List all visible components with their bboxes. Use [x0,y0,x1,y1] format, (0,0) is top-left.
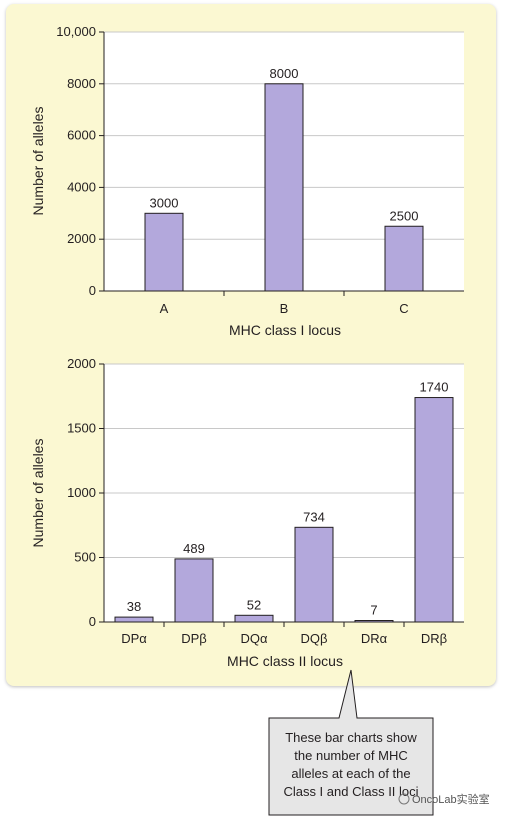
axes: 0 2000 4000 6000 8000 10,000 [56,24,464,298]
bar-C [384,225,424,292]
data-label: 52 [247,597,261,612]
x-axis-title: MHC class II locus [227,653,343,669]
watermark-text: OncoLab实验室 [412,792,490,806]
callout-line-2: the number of MHC [294,748,407,763]
x-tick-label: DQα [240,631,268,646]
data-label: 38 [127,599,141,614]
x-tick-label: DPβ [181,631,207,646]
data-label: 8000 [270,66,299,81]
labels: 3000 A 8000 B 2500 C [150,66,419,316]
bar-B [264,83,304,292]
x-tick-label: B [280,301,289,316]
y-tick-label: 6000 [67,128,96,143]
y-tick-label: 4000 [67,179,96,194]
y-tick-label: 10,000 [56,24,96,39]
bar-A [144,212,184,292]
data-label: 7 [370,603,377,618]
callout-box [268,669,434,816]
wechat-icon [398,793,410,805]
data-label: 1740 [420,380,449,395]
chart-class-ii: 0 500 1000 1500 2000 38 DPα 489 DPβ 52 DQα 734 DQβ 7… [30,356,464,669]
y-tick-label: 1000 [67,485,96,500]
y-tick-label: 2000 [67,231,96,246]
bars [114,397,454,623]
y-axis-title: Number of alleles [30,439,46,548]
x-tick-label: A [160,301,169,316]
bar-DQα [234,614,274,623]
y-tick-label: 500 [74,550,96,565]
data-label: 489 [183,541,205,556]
x-tick-label: DRα [361,631,388,646]
callout-line-4: Class I and Class II loci [283,784,418,799]
y-tick-label: 8000 [67,76,96,91]
x-tick-label: C [399,301,408,316]
bars [144,83,424,292]
x-tick-label: DQβ [301,631,328,646]
y-tick-label: 2000 [67,356,96,371]
axes: 0 500 1000 1500 2000 [67,356,464,629]
bar-DPα [114,616,154,623]
callout-line-3: alleles at each of the [291,766,410,781]
y-tick-label: 0 [89,283,96,298]
x-axis-title: MHC class I locus [229,322,341,338]
bar-DPβ [174,558,214,623]
y-tick-label: 1500 [67,421,96,436]
data-label: 3000 [150,195,179,210]
y-axis-title: Number of alleles [30,107,46,216]
gridlines [104,363,464,622]
bar-DRα [354,620,394,623]
labels: 38 DPα 489 DPβ 52 DQα 734 DQβ 7 DRα 1740 DRβ [121,380,448,646]
callout-line-1: These bar charts show [285,730,417,745]
data-label: 2500 [390,208,419,223]
x-tick-label: DRβ [421,631,447,646]
x-tick-label: DPα [121,631,147,646]
y-tick-label: 0 [89,614,96,629]
bar-DRβ [414,397,454,623]
bar-DQβ [294,526,334,623]
data-label: 734 [303,509,325,524]
watermark: OncoLab实验室 [398,792,490,806]
callout: These bar charts show the number of MHC … [268,669,434,816]
